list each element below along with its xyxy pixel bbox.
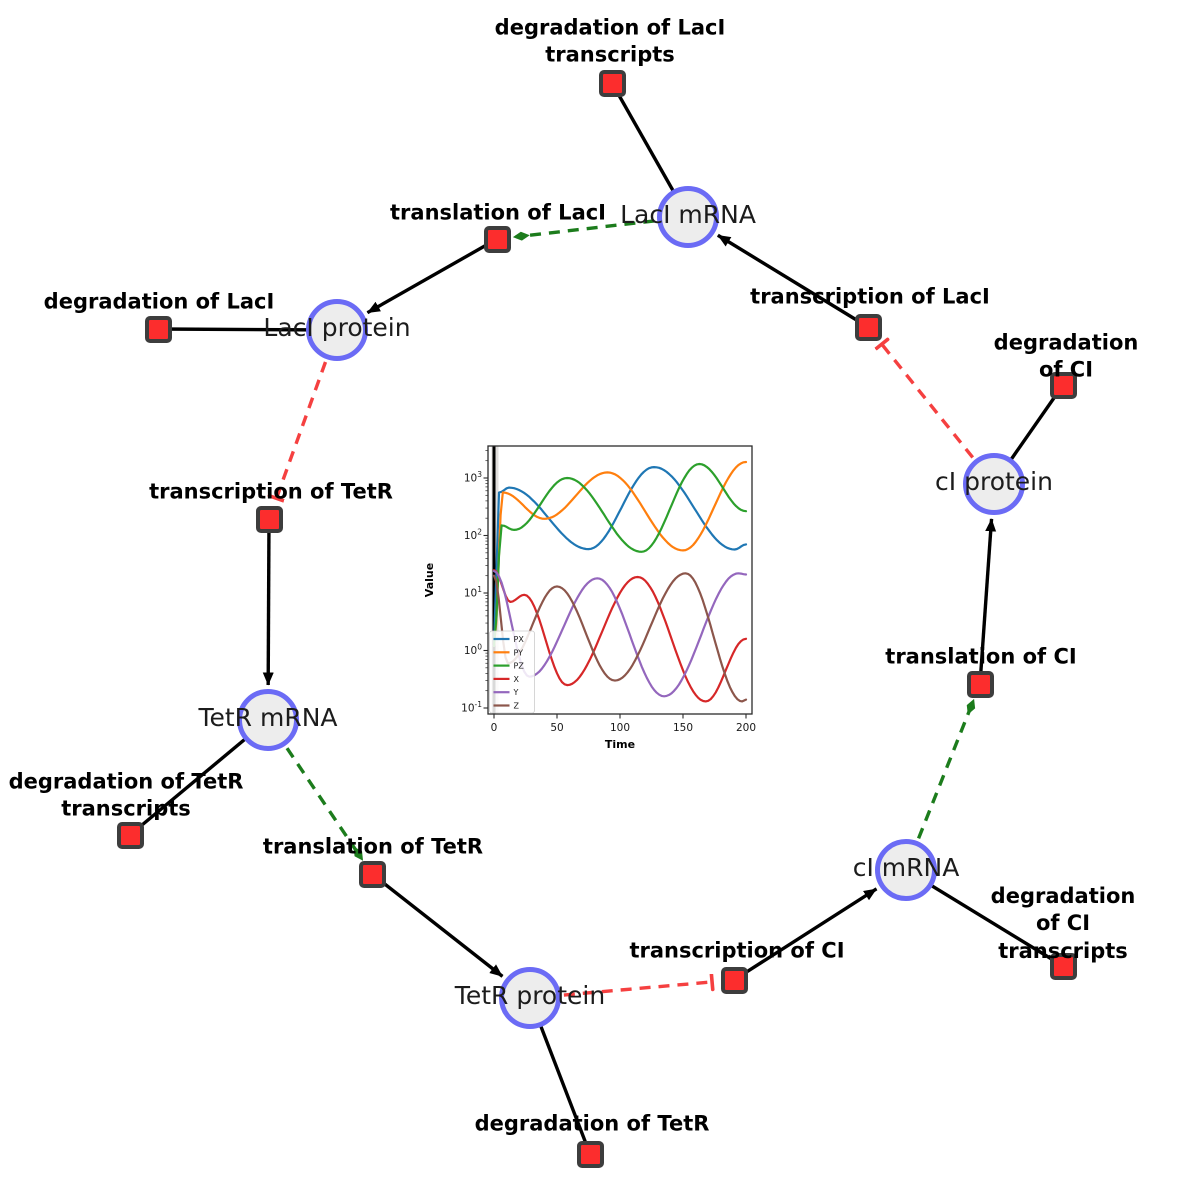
edge-consumption-cI-protein-to-degradation-cI — [992, 384, 1065, 485]
x-tick-0: 0 — [491, 722, 498, 734]
edge-consumption-lacI-protein-to-degradation-lacI — [157, 327, 338, 332]
edge-inhibition-lacI-protein-to-transcription-tetR — [276, 361, 328, 498]
edge-modifier-tetR-mRNA-to-translation-tetR — [285, 747, 364, 861]
series-X — [492, 569, 748, 703]
legend-entry-Z: Z — [514, 702, 520, 711]
x-tick-50: 50 — [550, 722, 563, 734]
x-axis-label: Time — [605, 738, 635, 751]
edge-modifier-cI-mRNA-to-translation-cI — [916, 698, 976, 840]
legend-entry-PZ: PZ — [514, 662, 525, 671]
legend-entry-PY: PY — [514, 648, 524, 657]
edge-consumption-tetR-mRNA-to-degradation-tetR-transcripts — [128, 718, 270, 837]
x-tick-150: 150 — [673, 722, 693, 734]
y-tick-10e-1: 10-1 — [461, 700, 482, 715]
y-tick-10e1: 101 — [464, 585, 482, 600]
edge-consumption-cI-mRNA-to-degradation-cI-transcripts — [905, 868, 1064, 968]
x-tick-200: 200 — [736, 722, 756, 734]
y-tick-10e2: 102 — [464, 528, 482, 543]
series-Y — [492, 570, 748, 698]
inset-timeseries-plot: 0 50 100 150 200Time10-1100101102103ValuePXP… — [423, 445, 756, 751]
edge-production-translation-cI-to-cI-protein — [978, 518, 997, 685]
chart-legend: PX PY PZ XYZ — [489, 630, 535, 714]
edge-inhibition-cI-protein-to-transcription-lacI — [882, 344, 975, 459]
series-Z — [492, 572, 748, 703]
legend-entry-PX: PX — [514, 635, 525, 644]
y-tick-10e0: 100 — [464, 643, 482, 658]
legend-entry-Y: Y — [513, 688, 519, 697]
edge-inhibition-tetR-protein-to-transcription-cI — [563, 982, 712, 997]
edge-production-transcription-tetR-to-tetR-mRNA — [262, 518, 274, 686]
series-PZ — [492, 462, 748, 647]
edge-consumption-tetR-protein-to-degradation-tetR2 — [528, 997, 592, 1155]
edge-modifier-lacI-mRNA-to-translation-lacI — [512, 219, 655, 241]
edge-production-translation-lacI-to-lacI-protein — [366, 237, 498, 315]
edge-consumption-lacI-mRNA-to-degradation-lacI-transcripts — [610, 82, 690, 218]
x-tick-100: 100 — [610, 722, 630, 734]
y-axis-label: Value — [423, 563, 436, 597]
edge-production-transcription-lacI-to-lacI-mRNA — [716, 233, 869, 329]
edge-production-transcription-cI-to-cI-mRNA — [733, 887, 878, 982]
y-tick-10e3: 103 — [464, 470, 482, 485]
edge-production-translation-tetR-to-tetR-protein — [370, 872, 504, 978]
legend-entry-X: X — [514, 675, 520, 684]
